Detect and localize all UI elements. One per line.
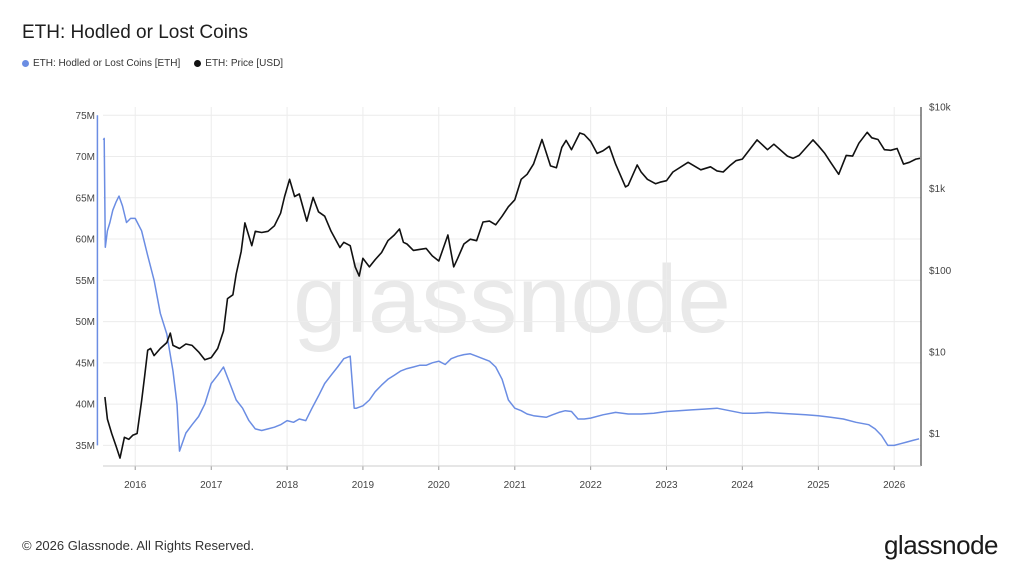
legend-item-hodled[interactable]: ETH: Hodled or Lost Coins [ETH] xyxy=(22,58,180,69)
x-tick-label: 2020 xyxy=(428,480,451,491)
x-tick-label: 2016 xyxy=(124,480,147,491)
y-left-tick-label: 40M xyxy=(76,400,95,411)
series-group xyxy=(96,115,921,459)
x-tick-label: 2021 xyxy=(504,480,527,491)
y-left-tick-label: 45M xyxy=(76,358,95,369)
x-tick-label: 2017 xyxy=(200,480,223,491)
glassnode-logo: glassnode xyxy=(883,530,999,560)
legend-item-price[interactable]: ETH: Price [USD] xyxy=(194,58,283,69)
x-tick-label: 2025 xyxy=(807,480,830,491)
legend-label-price: ETH: Price [USD] xyxy=(205,58,284,69)
y-left-tick-label: 65M xyxy=(76,193,95,204)
x-tick-label: 2018 xyxy=(276,480,299,491)
chart-title: ETH: Hodled or Lost Coins xyxy=(22,22,248,43)
y-left-tick-label: 70M xyxy=(76,152,95,163)
y-right-tick-label: $10 xyxy=(929,347,946,358)
y-left-tick-label: 60M xyxy=(76,235,95,246)
x-tick-label: 2022 xyxy=(580,480,603,491)
x-tick-label: 2023 xyxy=(655,480,678,491)
y-left-tick-label: 35M xyxy=(76,441,95,452)
y-right-tick-label: $1k xyxy=(929,184,946,195)
x-tick-label: 2024 xyxy=(731,480,754,491)
copyright-footer: © 2026 Glassnode. All Rights Reserved. xyxy=(22,538,255,553)
legend-dot-price xyxy=(194,60,202,67)
y-left-tick-label: 55M xyxy=(76,276,95,287)
legend-dot-hodled xyxy=(22,60,29,67)
y-right-tick-label: $100 xyxy=(929,266,952,277)
series-line-price xyxy=(104,131,921,459)
y-left-tick-label: 50M xyxy=(76,317,95,328)
watermark: glassnode xyxy=(293,246,731,353)
y-right-tick-label: $1 xyxy=(929,429,941,440)
x-tick-label: 2019 xyxy=(352,480,375,491)
y-left-tick-label: 75M xyxy=(76,111,95,122)
chart-legend: ETH: Hodled or Lost Coins [ETH] ETH: Pri… xyxy=(22,58,283,69)
x-tick-label: 2026 xyxy=(883,480,906,491)
legend-label-hodled: ETH: Hodled or Lost Coins [ETH] xyxy=(33,58,181,69)
axes-group: 75M 70M 65M 60M 55M 50M 45M 40M 35M $10k $1k $100 $1… xyxy=(76,103,952,492)
series-line-hodled xyxy=(96,115,920,452)
y-right-tick-label: $10k xyxy=(929,103,952,114)
